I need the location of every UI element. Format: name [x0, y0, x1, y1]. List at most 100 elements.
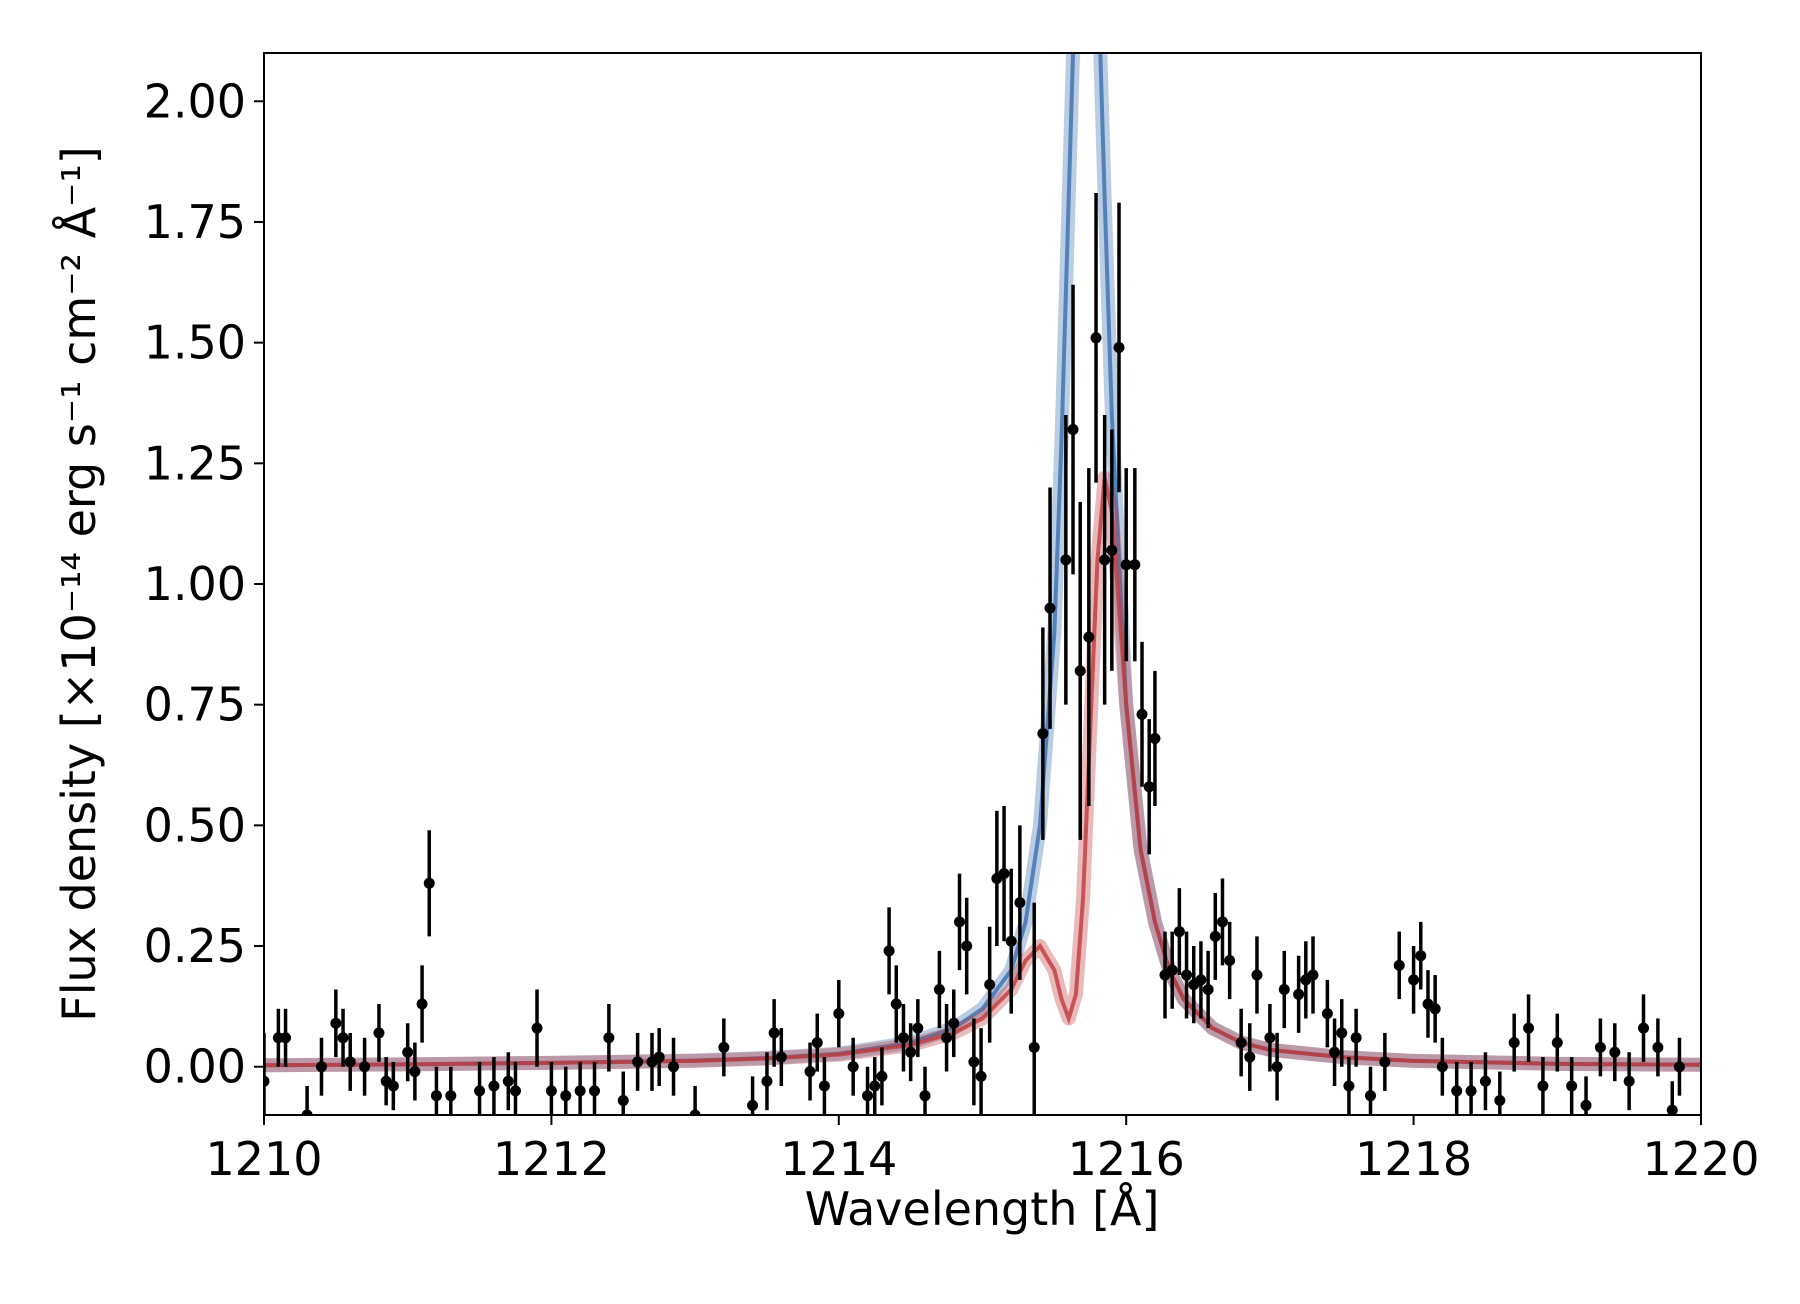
data-point	[1209, 930, 1221, 942]
y-tick-label: 1.25	[144, 436, 246, 490]
data-point	[560, 1090, 572, 1102]
data-point	[1224, 955, 1236, 967]
data-point	[912, 1022, 924, 1034]
x-tick-label: 1220	[1642, 1132, 1759, 1186]
x-tick-label: 1210	[205, 1132, 322, 1186]
data-point	[933, 983, 945, 995]
y-tick-label: 2.00	[144, 74, 246, 128]
data-point	[1393, 959, 1405, 971]
data-point	[1195, 974, 1207, 986]
data-point	[373, 1027, 385, 1039]
data-point	[1278, 983, 1290, 995]
data-point	[1106, 544, 1118, 556]
data-point	[509, 1085, 521, 1097]
y-tick-label: 0.75	[144, 678, 246, 732]
data-point	[948, 1017, 960, 1029]
data-point	[1113, 341, 1125, 353]
data-point	[1014, 897, 1026, 909]
data-point	[1580, 1099, 1592, 1111]
data-point	[430, 1090, 442, 1102]
y-axis-label: Flux density [×10⁻¹⁴ erg s⁻¹ cm⁻² Å⁻¹]	[52, 146, 106, 1021]
x-tick-label: 1218	[1355, 1132, 1472, 1186]
data-point	[359, 1061, 371, 1073]
data-point	[1379, 1056, 1391, 1068]
y-tick-label: 1.75	[144, 195, 246, 249]
y-tick-label: 0.25	[144, 919, 246, 973]
model-line	[264, 477, 1701, 1068]
data-point	[402, 1046, 414, 1058]
data-point	[811, 1037, 823, 1049]
data-point	[1264, 1032, 1276, 1044]
data-point	[1251, 969, 1263, 981]
data-point	[1638, 1022, 1650, 1034]
data-point	[409, 1066, 421, 1078]
data-point	[445, 1090, 457, 1102]
x-axis-label: Wavelength [Å]	[805, 1182, 1160, 1236]
data-point	[337, 1032, 349, 1044]
data-point	[603, 1032, 615, 1044]
data-point	[968, 1056, 980, 1068]
data-point	[1523, 1022, 1535, 1034]
data-point	[1067, 424, 1079, 436]
data-point	[897, 1032, 909, 1044]
data-point	[961, 940, 973, 952]
plot-frame	[263, 52, 1702, 1116]
data-point	[975, 1070, 987, 1082]
data-point	[1129, 559, 1141, 571]
data-point	[1044, 602, 1056, 614]
points-group	[264, 192, 1685, 1115]
data-point	[1181, 969, 1193, 981]
data-point	[1551, 1037, 1563, 1049]
data-point	[689, 1109, 701, 1115]
data-point	[1436, 1061, 1448, 1073]
data-point	[301, 1109, 313, 1115]
data-point	[1083, 631, 1095, 643]
y-tick-label: 0.00	[144, 1040, 246, 1094]
data-point	[1594, 1041, 1606, 1053]
data-point	[775, 1051, 787, 1063]
data-point	[1037, 728, 1049, 740]
data-point	[847, 1061, 859, 1073]
data-point	[905, 1046, 917, 1058]
data-point	[1537, 1080, 1549, 1092]
data-point	[668, 1061, 680, 1073]
model-band	[264, 470, 1701, 1073]
model-group	[264, 53, 1701, 1073]
data-point	[998, 868, 1010, 880]
data-point	[1074, 665, 1086, 677]
data-point	[804, 1066, 816, 1078]
data-point	[617, 1095, 629, 1107]
data-point	[545, 1085, 557, 1097]
data-point	[632, 1056, 644, 1068]
data-point	[1350, 1032, 1362, 1044]
x-tick-label: 1212	[493, 1132, 610, 1186]
data-point	[954, 916, 966, 928]
data-point	[1005, 935, 1017, 947]
x-tick-label: 1216	[1068, 1132, 1185, 1186]
data-point	[747, 1099, 759, 1111]
data-point	[768, 1027, 780, 1039]
data-point	[1329, 1046, 1341, 1058]
data-point	[1321, 1008, 1333, 1020]
data-point	[1508, 1037, 1520, 1049]
data-point	[941, 1032, 953, 1044]
data-point	[984, 979, 996, 991]
data-point	[531, 1022, 543, 1034]
data-point	[761, 1075, 773, 1087]
data-point	[330, 1017, 342, 1029]
data-point	[833, 1008, 845, 1020]
data-point	[488, 1080, 500, 1092]
data-point	[1479, 1075, 1491, 1087]
data-point	[423, 877, 435, 889]
data-point	[387, 1080, 399, 1092]
data-point	[1060, 554, 1072, 566]
data-point	[264, 1075, 270, 1087]
data-point	[1494, 1095, 1506, 1107]
data-point	[344, 1056, 356, 1068]
data-point	[883, 945, 895, 957]
data-point	[1271, 1061, 1283, 1073]
data-point	[1173, 926, 1185, 938]
data-point	[1566, 1080, 1578, 1092]
data-point	[653, 1051, 665, 1063]
